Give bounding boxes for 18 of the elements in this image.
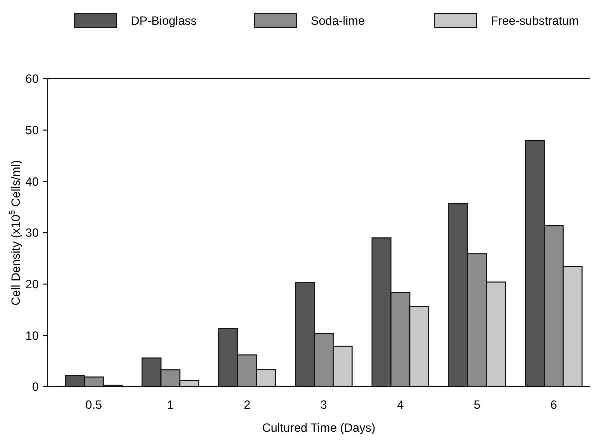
x-axis-title: Cultured Time (Days) [262, 421, 376, 435]
legend-label: Soda-lime [311, 14, 366, 28]
y-tick-label: 0 [32, 380, 40, 394]
x-tick-label: 3 [320, 398, 328, 412]
x-tick-label: 5 [474, 398, 481, 412]
x-tick-label: 0.5 [86, 398, 103, 412]
y-tick-label: 50 [26, 124, 40, 138]
y-tick-label: 60 [26, 72, 40, 86]
y-tick-label: 30 [26, 226, 40, 240]
y-tick-label: 10 [26, 328, 40, 343]
x-tick-label: 4 [397, 398, 404, 412]
x-tick-label: 2 [244, 398, 251, 412]
x-tick-label: 1 [167, 398, 174, 412]
legend-label: DP-Bioglass [131, 14, 198, 28]
legend-label: Free-substratum [491, 14, 580, 28]
y-tick-label: 20 [26, 278, 40, 292]
x-tick-label: 6 [550, 398, 558, 412]
y-tick-label: 40 [26, 174, 40, 189]
